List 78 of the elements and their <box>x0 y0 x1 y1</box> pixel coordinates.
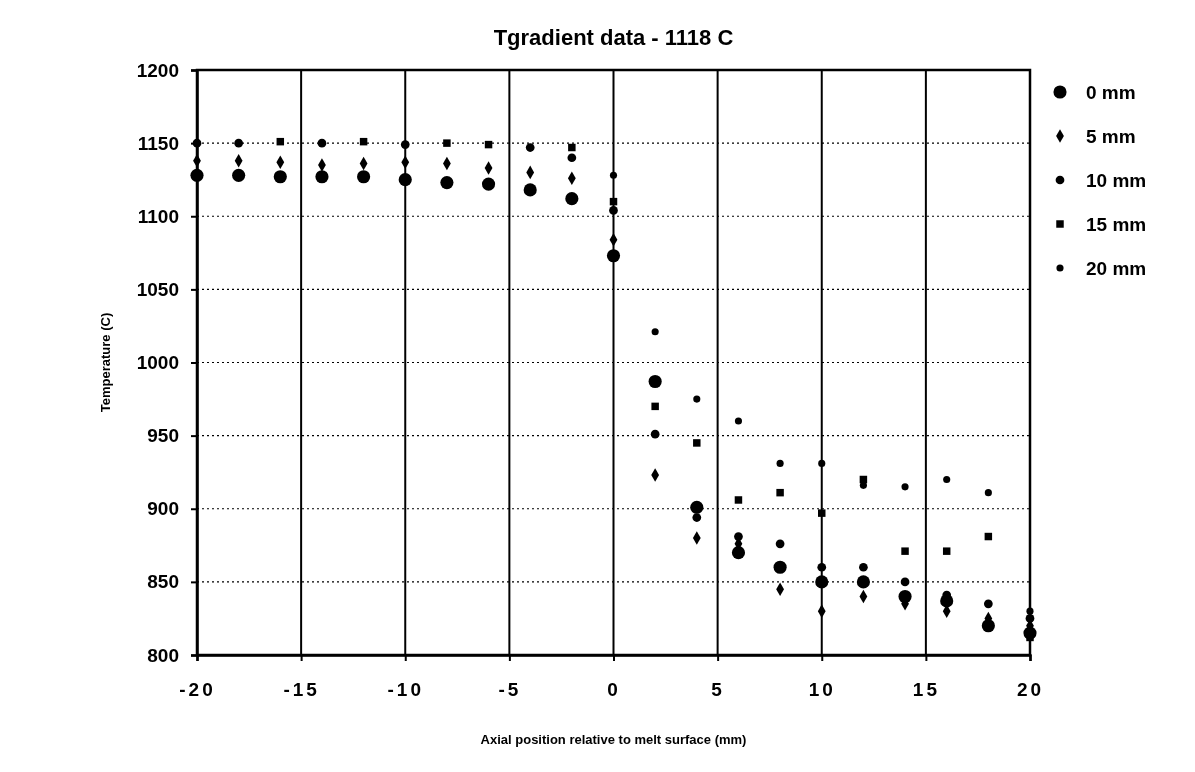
x-tick-label: -5 <box>498 679 522 701</box>
point <box>983 599 993 609</box>
y-tick-label: 900 <box>147 498 179 520</box>
x-tick-label: 0 <box>607 679 621 701</box>
point <box>818 509 826 517</box>
point <box>192 138 202 148</box>
x-tick-label: 10 <box>808 679 836 701</box>
point <box>856 575 870 589</box>
y-tick-label: 1000 <box>136 352 179 374</box>
point <box>523 183 537 197</box>
point <box>609 171 618 179</box>
point <box>567 153 577 163</box>
point <box>273 170 287 184</box>
point <box>776 459 784 467</box>
point <box>818 459 826 467</box>
x-tick-label: 20 <box>1016 679 1045 701</box>
legend-label: 0 mm <box>1086 82 1136 103</box>
point <box>692 513 702 522</box>
point <box>568 143 576 152</box>
point <box>942 547 951 555</box>
point <box>481 177 496 191</box>
x-tick-label: 5 <box>711 679 725 701</box>
point <box>734 417 743 425</box>
point <box>901 483 909 491</box>
point <box>315 170 329 184</box>
point <box>609 206 618 215</box>
point <box>776 488 784 497</box>
legend-label: 10 mm <box>1086 170 1147 191</box>
point <box>606 249 621 263</box>
point <box>232 168 246 182</box>
point <box>651 402 659 411</box>
x-tick-label: -15 <box>283 679 320 701</box>
legend-label: 20 mm <box>1086 258 1147 279</box>
legend-label: 5 mm <box>1086 126 1136 147</box>
point <box>943 475 951 484</box>
x-tick-label: -10 <box>387 679 424 701</box>
point <box>773 560 787 574</box>
point <box>815 575 829 589</box>
point <box>984 489 992 497</box>
point <box>317 138 327 148</box>
point <box>901 547 909 555</box>
point <box>775 539 785 549</box>
y-tick-label: 1100 <box>137 205 179 227</box>
point <box>900 577 910 587</box>
point <box>731 546 746 560</box>
point <box>190 168 204 182</box>
point <box>648 374 662 389</box>
point <box>817 562 827 572</box>
y-tick-label: 1050 <box>136 278 179 300</box>
point <box>651 328 659 336</box>
x-axis-title: Axial position relative to melt surface (mm) <box>480 732 747 747</box>
x-tick-label: -20 <box>179 679 216 701</box>
point <box>650 429 660 439</box>
point <box>693 439 701 447</box>
point <box>859 562 868 572</box>
point <box>734 532 743 541</box>
y-tick-label: 950 <box>147 425 179 447</box>
point <box>525 143 535 152</box>
y-tick-label: 1150 <box>137 132 179 154</box>
y-tick-label: 850 <box>147 571 179 593</box>
point <box>400 140 410 149</box>
point <box>690 500 704 514</box>
point <box>693 395 701 403</box>
point <box>734 496 743 504</box>
point <box>565 192 579 206</box>
point <box>357 170 371 184</box>
y-tick-label: 800 <box>147 644 179 666</box>
point <box>234 138 244 148</box>
point <box>443 139 451 147</box>
point <box>440 176 454 190</box>
point <box>398 173 412 187</box>
point <box>1026 607 1034 615</box>
y-tick-label: 1200 <box>136 59 179 81</box>
point <box>1025 614 1035 623</box>
x-tick-label: 15 <box>912 679 940 701</box>
chart-title: Tgradient data - 1118 C <box>493 25 734 50</box>
y-axis-title: Temperature (C) <box>98 312 113 413</box>
legend-label: 15 mm <box>1086 214 1147 235</box>
